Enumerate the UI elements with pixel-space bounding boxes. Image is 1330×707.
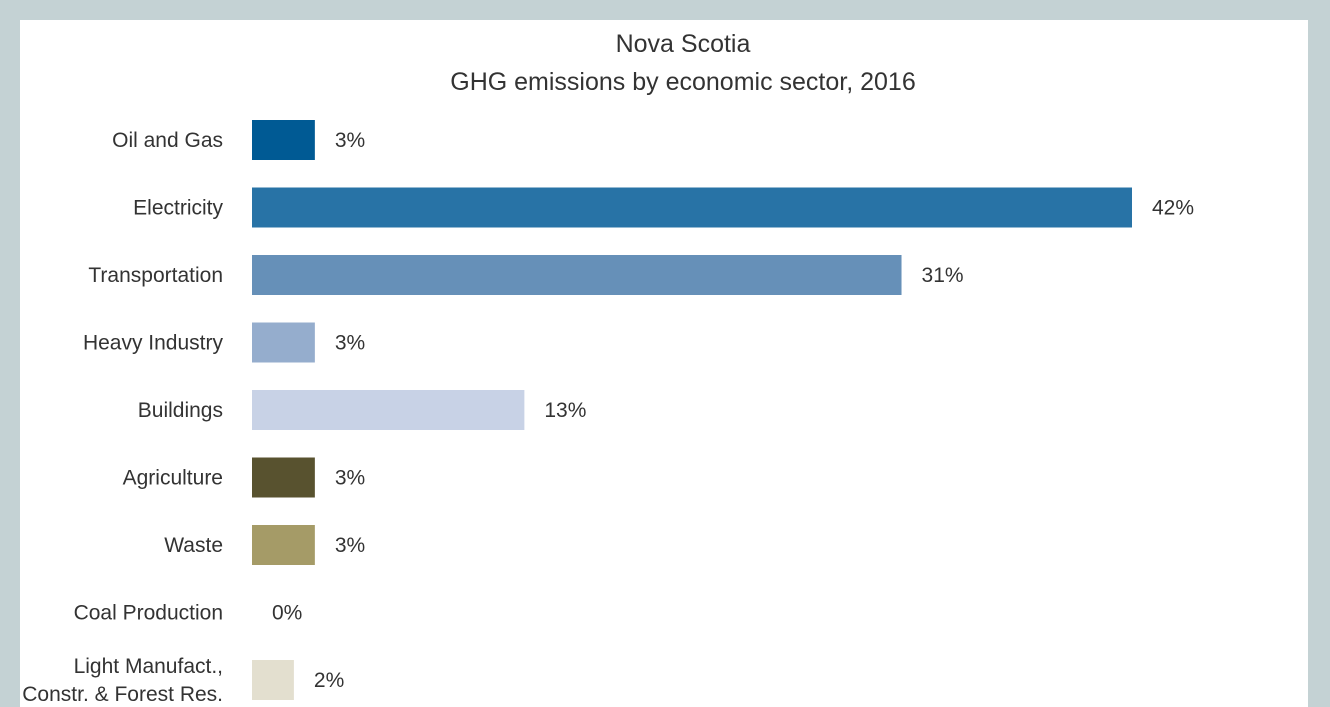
value-label: 3% [335,129,365,152]
category-label: Coal Production [74,602,223,625]
bar [252,390,525,430]
bars-layer: Oil and Gas 3% Electricity 42% Transportatio… [22,120,1194,706]
value-label: 3% [335,467,365,490]
chart-title: Nova Scotia [616,30,751,58]
bar [252,120,315,160]
category-label: Heavy Industry [83,332,224,355]
value-label: 13% [544,399,586,422]
bar [252,660,294,700]
value-label: 3% [335,534,365,557]
chart-subtitle: GHG emissions by economic sector, 2016 [450,68,915,96]
bar [252,187,1132,228]
value-label: 2% [314,669,344,692]
bar [252,457,315,498]
bar [252,525,315,565]
bar [252,322,315,363]
category-label: Electricity [133,197,223,220]
category-label: Waste [164,534,223,557]
category-label: Light Manufact., Constr. & Forest Res. [22,655,223,706]
category-label: Oil and Gas [112,129,223,152]
bar [252,255,902,295]
value-label: 0% [272,602,302,625]
value-label: 3% [335,332,365,355]
chart-svg: Nova Scotia GHG emissions by economic se… [22,30,1194,706]
category-label: Agriculture [123,467,223,490]
category-label: Buildings [138,399,223,422]
chart-frame: Nova Scotia GHG emissions by economic se… [20,20,1308,707]
value-label: 42% [1152,197,1194,220]
category-label: Transportation [88,264,223,287]
value-label: 31% [922,264,964,287]
